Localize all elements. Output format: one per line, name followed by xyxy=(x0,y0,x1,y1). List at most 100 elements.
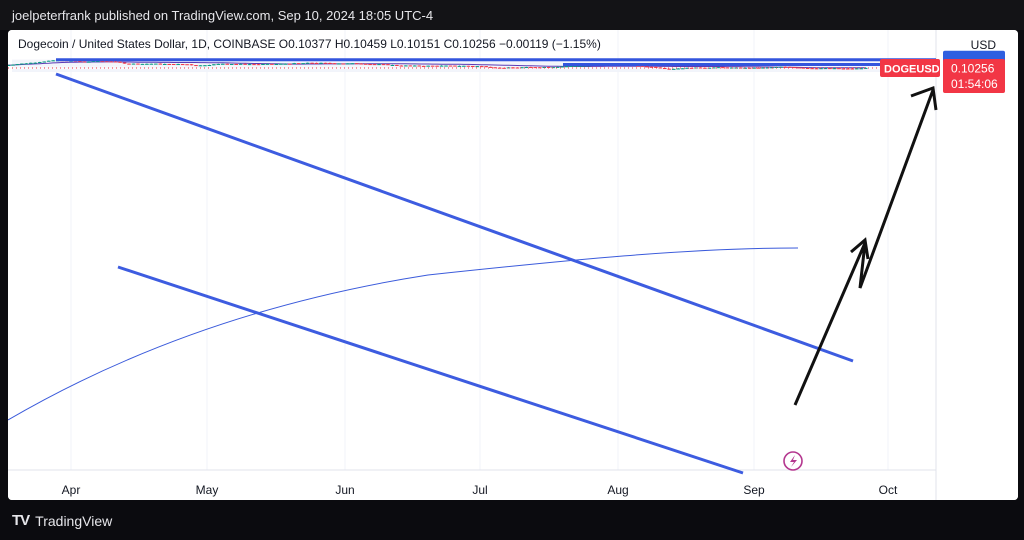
x-tick-label: Jul xyxy=(472,483,487,497)
candle-body xyxy=(537,67,542,69)
candle xyxy=(372,64,377,66)
candle xyxy=(712,67,716,69)
candle xyxy=(479,65,484,68)
candle-body xyxy=(444,65,448,67)
x-tick-label: Jun xyxy=(335,483,354,497)
candle-body xyxy=(386,64,390,66)
candle xyxy=(220,63,225,65)
candle-body xyxy=(533,67,538,69)
candle-body xyxy=(430,65,435,67)
candle-body xyxy=(770,67,774,69)
current-price-bg xyxy=(943,58,1005,93)
candle-body xyxy=(426,65,430,67)
candle-body xyxy=(582,65,587,67)
candle xyxy=(837,68,841,70)
candle xyxy=(761,67,765,69)
candle xyxy=(37,61,42,64)
candle-body xyxy=(462,65,466,67)
candle-body xyxy=(225,63,230,65)
candle-body xyxy=(707,67,712,69)
candle xyxy=(354,63,359,65)
candle xyxy=(113,61,118,63)
ma-short-line xyxy=(8,61,866,69)
candle-body xyxy=(716,67,721,69)
ma-long-line xyxy=(8,247,799,421)
candle-body xyxy=(203,65,207,67)
candle-body xyxy=(801,67,805,69)
candle-body xyxy=(828,68,832,70)
candle-body xyxy=(51,60,55,62)
candle-body xyxy=(20,63,24,65)
candle-body xyxy=(261,63,265,65)
candle-body xyxy=(87,61,91,63)
candle-body xyxy=(216,63,221,65)
candle xyxy=(484,65,488,68)
candle xyxy=(301,62,305,65)
candle-body xyxy=(377,64,381,66)
candle-body xyxy=(417,65,422,67)
candle xyxy=(430,65,435,67)
candle-body xyxy=(301,63,305,65)
candle-body xyxy=(287,63,292,65)
candle xyxy=(82,61,87,63)
candle-body xyxy=(676,68,680,70)
top-bar: joelpeterfrank published on TradingView.… xyxy=(0,0,1024,30)
candle xyxy=(471,65,475,67)
candle xyxy=(154,63,158,65)
candle-body xyxy=(837,68,841,70)
currency-label[interactable]: USD xyxy=(970,38,996,52)
candle xyxy=(140,63,145,65)
candle-body xyxy=(15,64,20,66)
candle-body xyxy=(194,65,198,67)
candle-body xyxy=(667,68,672,70)
candle-body xyxy=(279,63,283,65)
candle-body xyxy=(149,63,154,65)
candle-body xyxy=(729,67,734,69)
candle xyxy=(779,66,783,68)
price-chart[interactable]: 0.220000.200000.180000.160000.140000.125… xyxy=(8,30,1018,500)
candle-body xyxy=(82,61,87,63)
projection-arrow xyxy=(793,89,935,406)
candle-body xyxy=(131,63,136,65)
candle xyxy=(171,64,176,66)
candle-body xyxy=(761,67,765,69)
candle-body xyxy=(337,63,341,65)
candle xyxy=(243,63,247,65)
candle-body xyxy=(453,65,457,67)
candle-body xyxy=(680,68,685,70)
candle xyxy=(149,63,154,65)
candle xyxy=(158,63,163,65)
candle xyxy=(167,63,172,65)
candle-body xyxy=(488,66,493,68)
candle xyxy=(417,65,422,67)
candle xyxy=(404,65,408,67)
candle-body xyxy=(551,67,555,69)
chart-panel[interactable]: 0.220000.200000.180000.160000.140000.125… xyxy=(8,30,1018,500)
candle xyxy=(323,62,328,64)
candle-body xyxy=(479,66,484,68)
candle xyxy=(520,67,524,69)
candle-body xyxy=(122,62,127,64)
candle-body xyxy=(158,63,163,65)
candle-body xyxy=(238,63,243,65)
symbol-legend: Dogecoin / United States Dollar, 1D, COI… xyxy=(18,37,601,51)
candle xyxy=(743,67,747,69)
candle-body xyxy=(207,65,212,67)
candle xyxy=(426,65,430,67)
candle-body xyxy=(37,62,42,64)
candle xyxy=(444,65,448,67)
candle-body xyxy=(783,66,788,68)
candle-body xyxy=(136,63,140,65)
candle-body xyxy=(256,64,261,66)
candle xyxy=(15,63,20,66)
candle-body xyxy=(220,63,225,65)
candle xyxy=(551,67,555,69)
replay-icon[interactable] xyxy=(783,451,803,471)
candle xyxy=(198,65,203,67)
candle-body xyxy=(457,65,462,67)
arrow-head-top xyxy=(910,85,938,111)
brand-name: TradingView xyxy=(35,512,113,529)
tradingview-brand[interactable]: TV TradingView xyxy=(12,512,112,529)
candle-body xyxy=(167,63,172,65)
tradingview-logo-icon: TV xyxy=(12,512,30,529)
